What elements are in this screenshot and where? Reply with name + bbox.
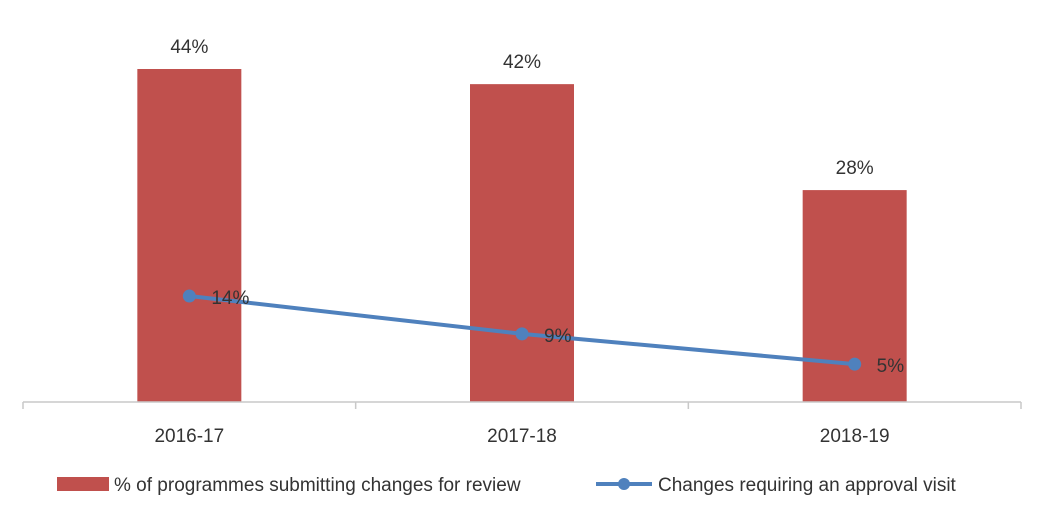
line-marker-2018-19 — [848, 357, 862, 371]
bar-label-2017-18: 42% — [503, 52, 541, 73]
line-label-2017-18: 9% — [544, 326, 572, 347]
bar-label-2016-17: 44% — [170, 37, 208, 58]
bar-series — [137, 69, 907, 403]
x-tick-label-2018-19: 2018-19 — [820, 426, 890, 447]
x-tick-label-2016-17: 2016-17 — [154, 426, 224, 447]
x-tick-label-2017-18: 2017-18 — [487, 426, 557, 447]
legend-swatch-marker — [618, 478, 630, 490]
legend-label-bar: % of programmes submitting changes for r… — [114, 475, 521, 496]
legend-swatch-bar — [57, 477, 109, 491]
bar-label-2018-19: 28% — [836, 158, 874, 179]
bar-data-labels: 44% 42% 28% — [170, 37, 873, 179]
line-data-labels: 14% 9% 5% — [211, 288, 904, 377]
legend: % of programmes submitting changes for r… — [57, 475, 957, 496]
legend-label-line: Changes requiring an approval visit — [658, 475, 957, 496]
bar-2016-17 — [137, 69, 242, 402]
line-label-2016-17: 14% — [211, 288, 249, 309]
line-marker-2017-18 — [515, 327, 529, 341]
line-series — [182, 289, 862, 371]
x-axis-ticks — [22, 402, 1022, 409]
line-marker-2016-17 — [182, 289, 196, 303]
line-label-2018-19: 5% — [877, 356, 905, 377]
x-axis-tick-labels: 2016-17 2017-18 2018-19 — [154, 426, 889, 447]
bar-2017-18 — [470, 84, 574, 403]
